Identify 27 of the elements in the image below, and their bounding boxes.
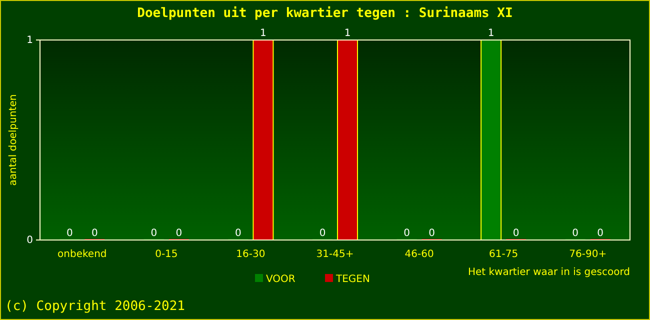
x-tick-label: 46-60 xyxy=(404,249,434,260)
data-label: 0 xyxy=(428,228,435,239)
data-label: 1 xyxy=(488,28,494,39)
data-label: 0 xyxy=(319,228,326,239)
y-axis-title: aantal doelpunten xyxy=(8,94,19,186)
x-tick-label: 16-30 xyxy=(236,249,266,260)
x-tick-label: 76-90+ xyxy=(569,249,607,260)
data-label: 0 xyxy=(512,228,520,239)
data-label: 0 xyxy=(66,228,73,239)
x-tick-label: onbekend xyxy=(58,249,107,260)
x-tick-label: 31-45+ xyxy=(316,249,354,260)
text: (c) Copyright 2006-2021 xyxy=(5,299,186,314)
data-label: 0 xyxy=(176,228,182,239)
x-tick-label: 61-75 xyxy=(489,249,518,260)
data-label: 0 xyxy=(91,228,98,239)
x-tick-label: 0-15 xyxy=(155,249,178,260)
x-axis-title: Het kwartier waar in is gescoord xyxy=(468,267,630,278)
data-label: 0 xyxy=(235,228,242,239)
data-label: 0 xyxy=(597,228,604,239)
legend-label: VOOR xyxy=(266,274,296,285)
data-label: 0 xyxy=(150,228,158,239)
chart-title: Doelpunten uit per kwartier tegen : Surinaams XI xyxy=(137,6,513,21)
data-label: 0 xyxy=(404,228,410,239)
data-label: 0 xyxy=(572,228,579,239)
data-label: 1 xyxy=(260,28,266,39)
data-label: 1 xyxy=(344,28,351,39)
legend-label: TEGEN xyxy=(335,274,370,285)
